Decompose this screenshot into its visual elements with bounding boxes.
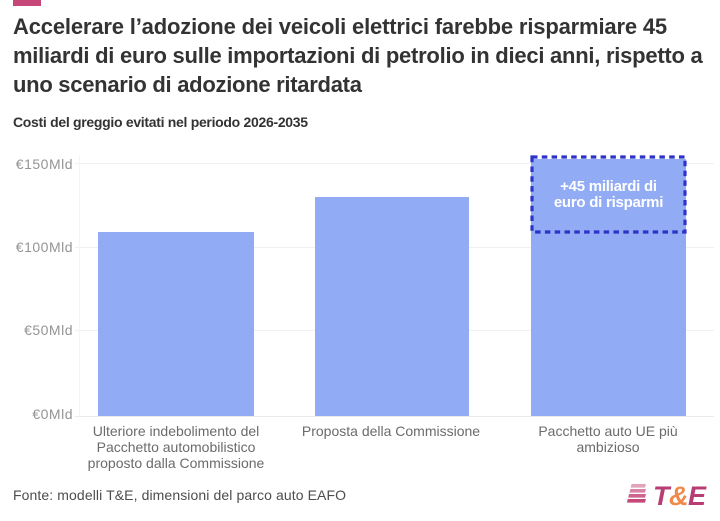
svg-text:T&E: T&E — [653, 481, 707, 509]
